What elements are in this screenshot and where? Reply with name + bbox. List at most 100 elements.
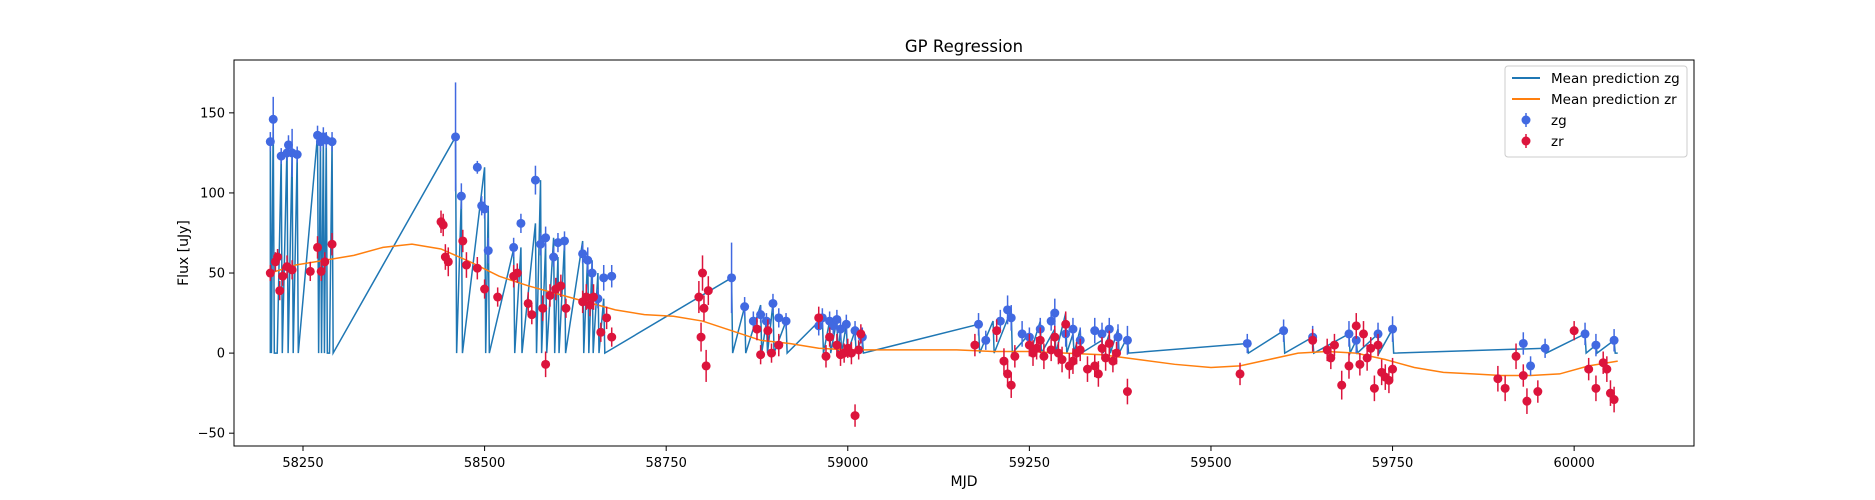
- x-tick-label: 59750: [1372, 456, 1413, 471]
- zr-point: [320, 257, 330, 267]
- zr-point: [287, 265, 297, 275]
- series-line-zg: [269, 119, 1618, 357]
- zr-point: [1511, 351, 1521, 361]
- x-axis: 58250 58500 58750 59000 59250 59500 59750 60000: [282, 446, 1595, 471]
- zg-point: [587, 268, 597, 278]
- zg-point: [981, 335, 991, 345]
- zr-point: [825, 332, 835, 342]
- x-tick-label: 59500: [1190, 456, 1231, 471]
- zr-point: [1337, 380, 1347, 390]
- x-tick-label: 59250: [1009, 456, 1050, 471]
- zg-point: [761, 316, 771, 326]
- zr-point: [1384, 375, 1394, 385]
- zr-point: [992, 326, 1002, 336]
- y-axis-label: Flux [uJy]: [176, 220, 192, 286]
- zr-point: [1104, 338, 1114, 348]
- y-axis: −50 0 50 100 150: [198, 106, 234, 442]
- zr-point: [1533, 387, 1543, 397]
- zr-point: [596, 327, 606, 337]
- zg-point: [1046, 316, 1056, 326]
- zg-point: [727, 273, 737, 283]
- zr-point: [1308, 335, 1318, 345]
- zr-point: [999, 356, 1009, 366]
- zr-point: [1362, 353, 1372, 363]
- zg-point: [1609, 335, 1619, 345]
- zr-point: [1500, 383, 1510, 393]
- zg-point: [599, 273, 609, 283]
- y-tick-label: 50: [208, 267, 225, 282]
- zr-point: [703, 286, 713, 296]
- zg-point: [1279, 326, 1289, 336]
- zr-point: [694, 292, 704, 302]
- zr-point: [1003, 369, 1013, 379]
- y-tick-label: 0: [217, 347, 225, 362]
- zg-point: [995, 316, 1005, 326]
- zr-point: [821, 351, 831, 361]
- zr-point: [265, 268, 275, 278]
- x-tick-label: 59000: [827, 456, 868, 471]
- zr-point: [1097, 343, 1107, 353]
- zg-point: [974, 319, 984, 329]
- zr-point: [814, 313, 824, 323]
- zr-point: [545, 290, 555, 300]
- zr-point: [1090, 361, 1100, 371]
- zr-point: [1366, 343, 1376, 353]
- zr-point: [1057, 355, 1067, 365]
- zr-point: [275, 286, 285, 296]
- legend-label-zr-points: zr: [1551, 134, 1564, 150]
- zr-point: [602, 313, 612, 323]
- zr-point: [1569, 326, 1579, 336]
- zg-point: [1580, 329, 1590, 339]
- zr-point: [1373, 340, 1383, 350]
- zr-point: [970, 340, 980, 350]
- zg-point: [1526, 361, 1536, 371]
- zr-point: [1093, 369, 1103, 379]
- zg-point: [583, 255, 593, 265]
- legend-label-zg-line: Mean prediction zg: [1551, 71, 1680, 87]
- zr-point: [763, 326, 773, 336]
- zr-point: [1351, 321, 1361, 331]
- zr-point: [443, 257, 453, 267]
- zr-point: [1050, 332, 1060, 342]
- zr-point: [1326, 353, 1336, 363]
- zr-point: [699, 303, 709, 313]
- zr-point: [1122, 387, 1132, 397]
- zr-point: [1010, 351, 1020, 361]
- zg-point: [1104, 324, 1114, 334]
- zg-point: [1242, 338, 1252, 348]
- zr-point: [556, 281, 566, 291]
- zr-point: [581, 292, 591, 302]
- zr-point: [527, 310, 537, 320]
- zr-point: [846, 348, 856, 358]
- zg-point: [541, 233, 551, 243]
- zr-point: [1035, 335, 1045, 345]
- legend-swatch-zr-points: [1521, 136, 1531, 146]
- zr-point: [472, 263, 482, 273]
- zg-point: [781, 316, 791, 326]
- zr-point: [438, 220, 448, 230]
- zg-point: [1351, 335, 1361, 345]
- zg-point: [509, 242, 519, 252]
- zg-point: [268, 114, 278, 124]
- zr-point: [1101, 353, 1111, 363]
- zr-point: [1584, 364, 1594, 374]
- zg-point: [516, 218, 526, 228]
- zg-point: [578, 249, 588, 259]
- zr-point: [316, 266, 326, 276]
- zr-point: [585, 300, 595, 310]
- zr-point: [589, 292, 599, 302]
- zr-point: [856, 329, 866, 339]
- zr-point: [461, 260, 471, 270]
- zr-point: [1032, 343, 1042, 353]
- zg-point: [1540, 343, 1550, 353]
- zg-point: [841, 319, 851, 329]
- chart-title: GP Regression: [905, 37, 1023, 56]
- zg-point: [1344, 329, 1354, 339]
- x-tick-label: 60000: [1553, 456, 1594, 471]
- zr-point: [1493, 374, 1503, 384]
- zg-point: [1050, 308, 1060, 318]
- zr-point: [850, 411, 860, 421]
- legend-label-zg-points: zg: [1551, 113, 1567, 129]
- zg-point: [530, 175, 540, 185]
